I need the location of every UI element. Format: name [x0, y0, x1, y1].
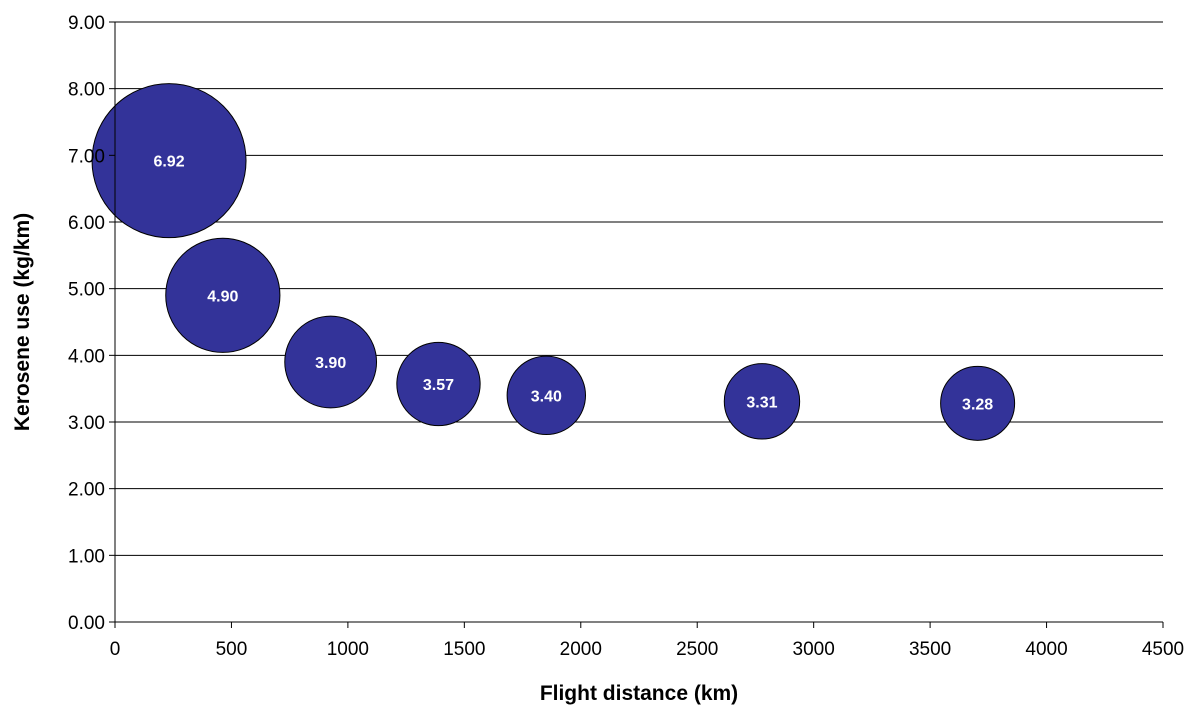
bubble: [940, 365, 1016, 441]
y-tick-label: 5.00: [68, 280, 105, 301]
bubble-data-label: 6.92: [153, 154, 184, 171]
y-tick-label: 8.00: [68, 80, 105, 101]
x-tick-label: 3500: [909, 639, 951, 660]
bubble-data-label: 3.90: [315, 355, 346, 372]
y-tick-labels: 0.00 1.00 2.00 3.00 4.00 5.00 6.00 7.00 8.00 9.00: [68, 13, 105, 634]
y-tick-label: 3.00: [68, 413, 105, 434]
x-axis-title: Flight distance (km): [540, 682, 738, 705]
bubble: [284, 315, 378, 409]
y-tick-label: 7.00: [68, 146, 105, 167]
bubble-data-label: 3.31: [746, 394, 777, 411]
x-tick-label: 500: [216, 639, 248, 660]
x-tick-labels: 0 500 1000 1500 2000 2500 3000 3500 4000 4500: [110, 639, 1184, 660]
bubble: [396, 341, 481, 427]
bubble: [723, 363, 801, 440]
x-tick-label: 2000: [560, 639, 602, 660]
bubble-data-label: 3.40: [531, 388, 562, 405]
y-tick-label: 4.00: [68, 346, 105, 367]
bubble: [165, 237, 281, 353]
x-tick-label: 2500: [676, 639, 718, 660]
bubble-data-label: 4.90: [207, 288, 238, 305]
y-tick-label: 1.00: [68, 546, 105, 567]
bubble-data-label: 3.28: [962, 396, 993, 413]
y-tick-label: 0.00: [68, 613, 105, 634]
y-tick-label: 9.00: [68, 13, 105, 34]
bubble: [91, 83, 247, 239]
bubble: [506, 355, 587, 436]
y-tick-label: 6.00: [68, 213, 105, 234]
bubble-data-label: 3.57: [423, 377, 454, 394]
x-tick-label: 4000: [1025, 639, 1067, 660]
x-tick-label: 0: [110, 639, 121, 660]
y-axis-title: Kerosene use (kg/km): [11, 213, 34, 431]
y-tick-label: 2.00: [68, 480, 105, 501]
x-tick-label: 1500: [443, 639, 485, 660]
x-tick-label: 1000: [327, 639, 369, 660]
x-tick-label: 3000: [793, 639, 835, 660]
x-tick-label: 4500: [1142, 639, 1184, 660]
bubbles: 6.92 4.90 3.90 3.57 3.40 3.31 3.28: [91, 83, 1016, 441]
axes: [109, 21, 1164, 628]
